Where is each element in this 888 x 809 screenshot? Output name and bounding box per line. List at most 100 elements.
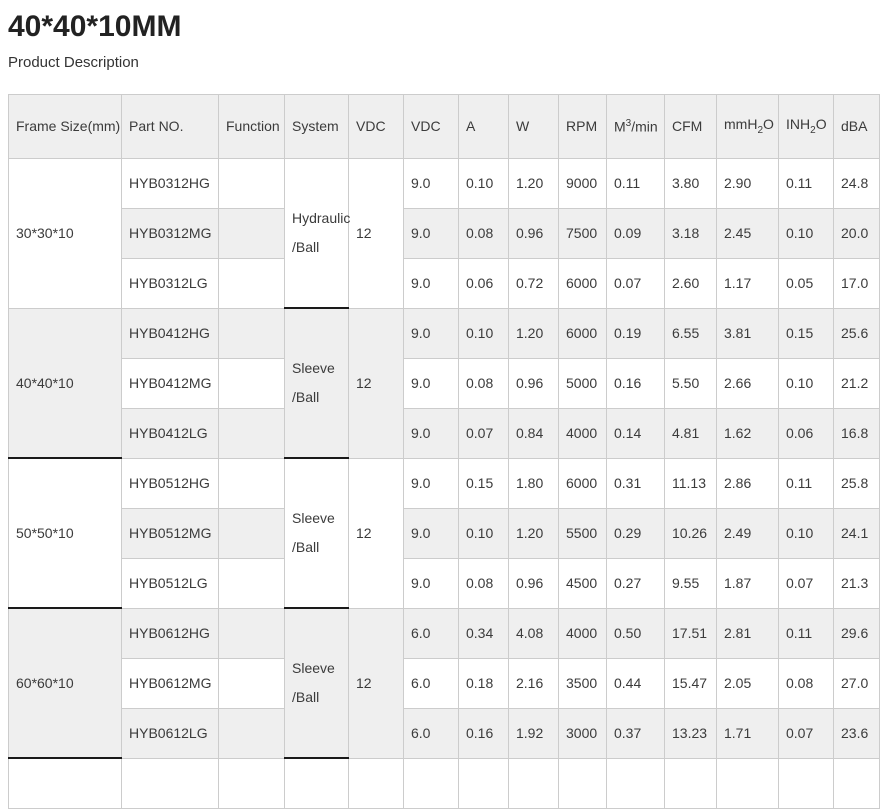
cell-empty <box>508 757 559 809</box>
system-line-2: /Ball <box>292 238 320 255</box>
cell-empty <box>833 757 880 809</box>
cell-part-no: HYB0512HG <box>121 457 219 509</box>
cell-rpm: 7500 <box>558 207 607 259</box>
cell-vdc-rated: 12 <box>348 607 404 759</box>
header-superscript: 3 <box>625 117 632 129</box>
cell-cfm: 13.23 <box>664 707 717 759</box>
cell-inh2o: 0.06 <box>778 407 834 459</box>
cell-vdc: 9.0 <box>403 357 459 409</box>
col-header-m3min: M3/min <box>606 93 665 159</box>
cell-empty <box>778 757 834 809</box>
cell-part-no: HYB0312MG <box>121 207 219 259</box>
cell-vdc: 9.0 <box>403 557 459 609</box>
cell-rpm: 4500 <box>558 557 607 609</box>
cell-empty <box>348 757 404 809</box>
cell-rpm: 4000 <box>558 607 607 659</box>
cell-vdc-rated: 12 <box>348 457 404 609</box>
col-header-function: Function <box>218 93 285 159</box>
cell-watts: 0.72 <box>508 257 559 309</box>
spec-row: HYB0412MG 9.0 0.08 0.96 5000 0.16 5.50 2.66 0.10… <box>8 357 880 409</box>
cell-rpm: 6000 <box>558 307 607 359</box>
cell-empty <box>284 757 349 809</box>
col-header-watts: W <box>508 93 559 159</box>
cell-watts: 0.84 <box>508 407 559 459</box>
cell-rpm: 5500 <box>558 507 607 559</box>
cell-amps: 0.10 <box>458 507 509 559</box>
cell-function <box>218 657 285 709</box>
page-title: 40*40*10MM <box>8 10 182 43</box>
cell-mmh2o: 2.90 <box>716 157 779 209</box>
spec-row: HYB0612MG 6.0 0.18 2.16 3500 0.44 15.47 2.05 0.0… <box>8 657 880 709</box>
cell-function <box>218 507 285 559</box>
cell-m3min: 0.09 <box>606 207 665 259</box>
cell-part-no: HYB0312LG <box>121 257 219 309</box>
cell-dba: 24.1 <box>833 507 880 559</box>
cell-vdc: 6.0 <box>403 657 459 709</box>
cell-rpm: 5000 <box>558 357 607 409</box>
cell-amps: 0.10 <box>458 157 509 209</box>
cell-frame-size: 50*50*10 <box>8 457 122 609</box>
cell-amps: 0.16 <box>458 707 509 759</box>
system-line-1: Sleeve <box>292 360 335 376</box>
cell-empty <box>403 757 459 809</box>
cell-dba: 21.3 <box>833 557 880 609</box>
cell-part-no: HYB0612HG <box>121 607 219 659</box>
cell-amps: 0.15 <box>458 457 509 509</box>
cell-cfm: 2.60 <box>664 257 717 309</box>
cell-dba: 25.6 <box>833 307 880 359</box>
cell-part-no: HYB0412HG <box>121 307 219 359</box>
cell-amps: 0.34 <box>458 607 509 659</box>
cell-cfm: 6.55 <box>664 307 717 359</box>
cell-inh2o: 0.07 <box>778 707 834 759</box>
cell-empty <box>558 757 607 809</box>
cell-inh2o: 0.10 <box>778 507 834 559</box>
cell-empty <box>458 757 509 809</box>
cell-inh2o: 0.11 <box>778 457 834 509</box>
cell-rpm: 4000 <box>558 407 607 459</box>
cell-m3min: 0.44 <box>606 657 665 709</box>
cell-dba: 20.0 <box>833 207 880 259</box>
cell-cfm: 3.18 <box>664 207 717 259</box>
cell-m3min: 0.37 <box>606 707 665 759</box>
cell-rpm: 6000 <box>558 257 607 309</box>
cell-inh2o: 0.15 <box>778 307 834 359</box>
cell-m3min: 0.16 <box>606 357 665 409</box>
cell-watts: 1.80 <box>508 457 559 509</box>
cell-watts: 0.96 <box>508 207 559 259</box>
cell-mmh2o: 1.71 <box>716 707 779 759</box>
col-header-system: System <box>284 93 349 159</box>
cell-cfm: 3.80 <box>664 157 717 209</box>
cell-frame-size: 60*60*10 <box>8 607 122 759</box>
cell-inh2o: 0.08 <box>778 657 834 709</box>
product-description-label: Product Description <box>8 53 139 71</box>
cell-inh2o: 0.05 <box>778 257 834 309</box>
cell-mmh2o: 3.81 <box>716 307 779 359</box>
cell-function <box>218 457 285 509</box>
spec-row: HYB0512LG 9.0 0.08 0.96 4500 0.27 9.55 1.87 0.07… <box>8 557 880 609</box>
cell-mmh2o: 2.49 <box>716 507 779 559</box>
cell-mmh2o: 2.81 <box>716 607 779 659</box>
header-label-part: M <box>614 118 626 135</box>
cell-dba: 17.0 <box>833 257 880 309</box>
col-header-dba: dBA <box>833 93 880 159</box>
system-line-2: /Ball <box>292 389 320 405</box>
cell-amps: 0.08 <box>458 207 509 259</box>
header-label-part: INH <box>786 116 811 133</box>
spec-row: HYB0512MG 9.0 0.10 1.20 5500 0.29 10.26 2.49 0.1… <box>8 507 880 559</box>
cell-watts: 0.96 <box>508 357 559 409</box>
cell-vdc: 9.0 <box>403 457 459 509</box>
cell-vdc: 9.0 <box>403 207 459 259</box>
spec-table-header: Frame Size(mm) Part NO. Function System VDC V… <box>8 93 880 159</box>
cell-dba: 23.6 <box>833 707 880 759</box>
cell-vdc: 9.0 <box>403 507 459 559</box>
cell-part-no: HYB0612MG <box>121 657 219 709</box>
cell-empty <box>664 757 717 809</box>
cell-dba: 29.6 <box>833 607 880 659</box>
system-line-1: Hydraulic <box>292 209 351 226</box>
cell-function <box>218 307 285 359</box>
cell-vdc-rated: 12 <box>348 157 404 309</box>
col-header-inh2o: INH2O <box>778 93 834 159</box>
spec-row-partial <box>8 757 880 809</box>
cell-inh2o: 0.11 <box>778 607 834 659</box>
cell-cfm: 10.26 <box>664 507 717 559</box>
